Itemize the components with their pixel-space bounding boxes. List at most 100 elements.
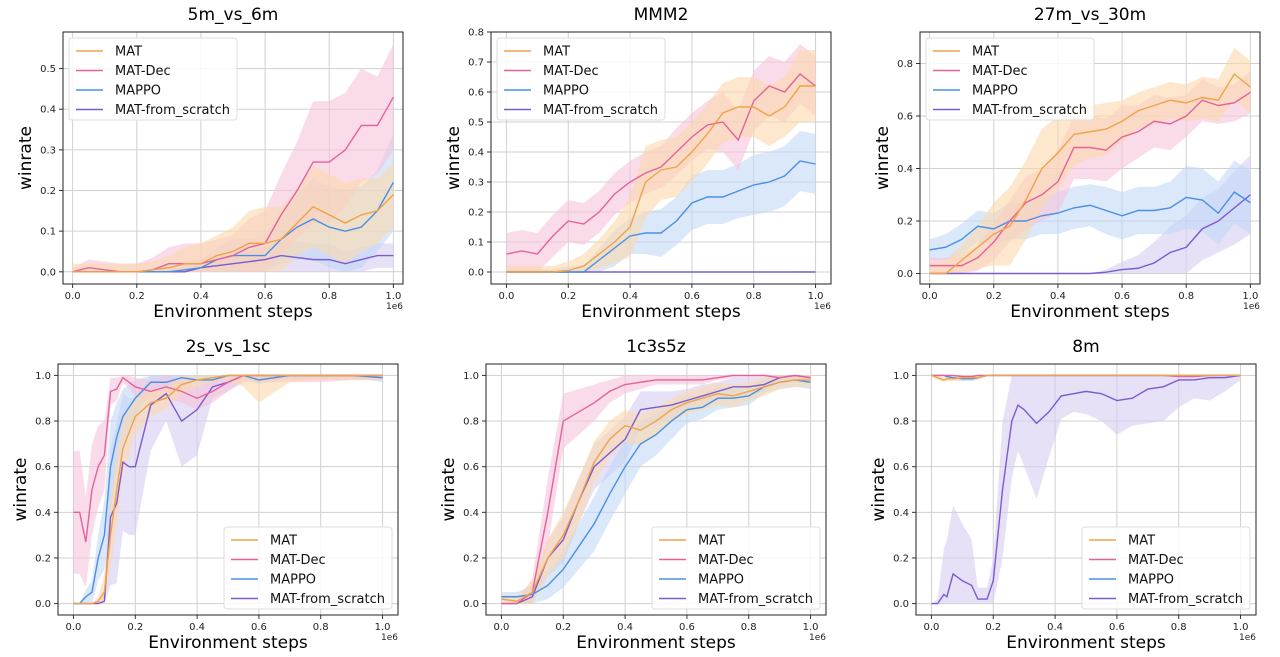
- legend-label: MAPPO: [270, 573, 316, 588]
- y-tick-label: 0.7: [468, 58, 484, 69]
- legend: MAT MAT-Dec MAPPO MAT-from_scratch: [68, 37, 238, 121]
- y-tick-label: 0.0: [897, 269, 913, 280]
- legend-box: [925, 37, 1095, 121]
- x-tick-label: 0.8: [741, 622, 757, 633]
- y-tick-label: 0.8: [468, 28, 484, 39]
- line-mappo: [73, 374, 383, 605]
- band-mat-from-scratch: [929, 155, 1251, 274]
- x-axis-label: Environment steps: [576, 633, 736, 653]
- chart-title: MMM2: [634, 5, 689, 25]
- x-tick-label: 0.6: [1114, 291, 1130, 302]
- x-offset-label: 1e6: [381, 633, 398, 643]
- legend-label: MAPPO: [543, 84, 589, 99]
- y-tick-label: 0.4: [463, 508, 479, 519]
- x-offset-label: 1e6: [814, 302, 831, 312]
- line-mat-dec: [501, 374, 811, 605]
- axes-frame: [57, 363, 399, 616]
- y-tick-label: 0.8: [35, 417, 51, 428]
- x-axis-label: Environment steps: [1010, 302, 1170, 322]
- line-mappo: [929, 191, 1251, 251]
- legend-label: MAT-from_scratch: [698, 592, 813, 607]
- subplot-3: 2s_vs_1sc 0.0 0.2 0.4 0.6 0.8 1.0 0.0 0.2 0.4 0.6 0…: [11, 337, 399, 653]
- x-tick-label: 0.6: [684, 291, 700, 302]
- y-tick-label: 0.5: [468, 118, 484, 129]
- y-axis-label: winrate: [16, 126, 36, 190]
- y-tick-label: 0.6: [35, 462, 51, 473]
- y-tick-label: 0.8: [893, 417, 909, 428]
- y-tick-label: 0.2: [40, 186, 56, 197]
- x-tick-label: 0.0: [494, 622, 510, 633]
- subplot-0: 5m_vs_6m 0.0 0.2 0.4 0.6 0.8 1.0 0.0 0.1 0.2 0.3 0.…: [16, 5, 404, 322]
- band-mat: [506, 50, 816, 272]
- y-tick-label: 0.5: [40, 64, 56, 75]
- y-tick-label: 0.1: [468, 238, 484, 249]
- line-mat-from-scratch: [931, 374, 1241, 605]
- band-mat-dec: [501, 375, 811, 604]
- x-tick-label: 1.0: [1233, 622, 1249, 633]
- legend-label: MAT-from_scratch: [1128, 592, 1243, 607]
- x-offset-label: 1e6: [809, 633, 826, 643]
- band-mat: [73, 375, 383, 604]
- legend: MAT MAT-Dec MAPPO MAT-from_scratch: [925, 37, 1095, 121]
- line-mat-from-scratch: [929, 194, 1251, 275]
- legend-label: MAT: [115, 45, 142, 60]
- y-tick-label: 0.0: [35, 599, 51, 610]
- x-tick-label: 0.4: [617, 622, 633, 633]
- band-mat-from-scratch: [931, 375, 1241, 604]
- legend-label: MAT-Dec: [543, 64, 599, 79]
- x-tick-label: 0.4: [1050, 291, 1066, 302]
- x-tick-label: 0.4: [193, 291, 209, 302]
- x-tick-label: 0.0: [65, 291, 81, 302]
- legend-label: MAT-from_scratch: [270, 592, 385, 607]
- plot-area: [72, 44, 394, 273]
- y-tick-label: 0.6: [468, 88, 484, 99]
- x-tick-label: 1.0: [803, 622, 819, 633]
- plot-area: [929, 47, 1251, 275]
- chart-title: 5m_vs_6m: [188, 5, 279, 25]
- legend-label: MAPPO: [698, 573, 744, 588]
- y-axis-label: winrate: [869, 458, 889, 522]
- x-tick-label: 1.0: [385, 291, 401, 302]
- subplot-2: 27m_vs_30m 0.0 0.2 0.4 0.6 0.8 1.0 0.0 0.2 0.4 0.6…: [873, 5, 1261, 322]
- x-axis-label: Environment steps: [148, 633, 308, 653]
- x-tick-label: 1.0: [1242, 291, 1258, 302]
- y-axis-label: winrate: [439, 458, 459, 522]
- legend-box: [651, 526, 821, 610]
- legend-label: MAT-from_scratch: [543, 103, 658, 118]
- plot-area: [506, 44, 816, 273]
- legend-label: MAT-from_scratch: [972, 103, 1087, 118]
- plot-area: [73, 374, 383, 605]
- x-tick-label: 0.4: [189, 622, 205, 633]
- legend-label: MAT-Dec: [115, 64, 171, 79]
- x-axis-label: Environment steps: [1006, 633, 1166, 653]
- y-tick-label: 0.0: [40, 267, 56, 278]
- x-tick-label: 0.8: [1178, 291, 1194, 302]
- x-tick-label: 1.0: [375, 622, 391, 633]
- legend: MAT MAT-Dec MAPPO MAT-from_scratch: [651, 526, 821, 610]
- legend-label: MAT-Dec: [972, 64, 1028, 79]
- y-tick-label: 0.3: [40, 145, 56, 156]
- legend-box: [68, 37, 238, 121]
- subplot-4: 1c3s5z 0.0 0.2 0.4 0.6 0.8 1.0 0.0 0.2 0.4 0.6 0.8 1…: [439, 337, 827, 653]
- y-tick-label: 1.0: [463, 371, 479, 382]
- y-tick-label: 0.4: [40, 105, 56, 116]
- x-tick-label: 0.6: [679, 622, 695, 633]
- legend: MAT MAT-Dec MAPPO MAT-from_scratch: [496, 37, 666, 121]
- line-mat: [73, 374, 383, 605]
- x-tick-label: 0.0: [924, 622, 940, 633]
- x-tick-label: 1.0: [808, 291, 824, 302]
- legend-label: MAT-Dec: [270, 553, 326, 568]
- y-tick-label: 0.6: [897, 112, 913, 123]
- legend-label: MAT: [543, 45, 570, 60]
- y-tick-label: 1.0: [35, 371, 51, 382]
- x-offset-label: 1e6: [386, 302, 403, 312]
- legend-label: MAT: [698, 534, 725, 549]
- axes-frame: [915, 363, 1257, 616]
- y-tick-label: 0.8: [897, 59, 913, 70]
- band-mat: [929, 47, 1251, 274]
- legend-box: [223, 526, 393, 610]
- legend-label: MAT-from_scratch: [115, 103, 230, 118]
- axes-frame: [919, 31, 1261, 285]
- band-mat-from-scratch: [73, 375, 383, 604]
